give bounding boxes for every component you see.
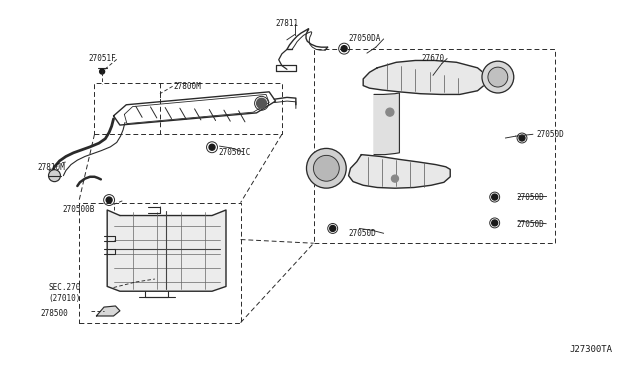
Polygon shape [349,155,450,188]
Text: 27811: 27811 [276,19,299,28]
Text: SEC.270: SEC.270 [49,283,81,292]
Text: 27050D: 27050D [536,130,564,139]
Polygon shape [374,93,399,155]
Text: 27051F: 27051F [88,54,116,63]
Circle shape [314,155,339,181]
Text: (27010): (27010) [49,294,81,303]
Circle shape [341,46,347,52]
Circle shape [49,170,60,182]
Polygon shape [108,210,226,291]
Circle shape [257,98,266,108]
Text: 27050D: 27050D [517,193,545,202]
Circle shape [307,148,346,188]
Circle shape [386,108,394,116]
Circle shape [209,144,215,150]
Text: 270500B: 270500B [63,205,95,215]
Circle shape [392,175,399,182]
Circle shape [106,197,112,203]
Text: 27050D: 27050D [349,230,376,238]
Circle shape [100,69,104,74]
Polygon shape [363,61,486,94]
Polygon shape [97,306,120,316]
Text: 27810M: 27810M [37,163,65,172]
Text: 27670: 27670 [422,54,445,63]
Circle shape [492,220,498,226]
Text: 27050D: 27050D [517,220,545,229]
Text: 27050DA: 27050DA [349,34,381,43]
Circle shape [482,61,514,93]
Circle shape [492,194,498,200]
Circle shape [519,135,525,141]
Circle shape [488,67,508,87]
Circle shape [330,225,336,231]
Text: J27300TA: J27300TA [569,345,612,354]
Text: 278500: 278500 [40,309,68,318]
Text: 27800M: 27800M [174,82,202,91]
Text: 27050IC: 27050IC [218,148,251,157]
